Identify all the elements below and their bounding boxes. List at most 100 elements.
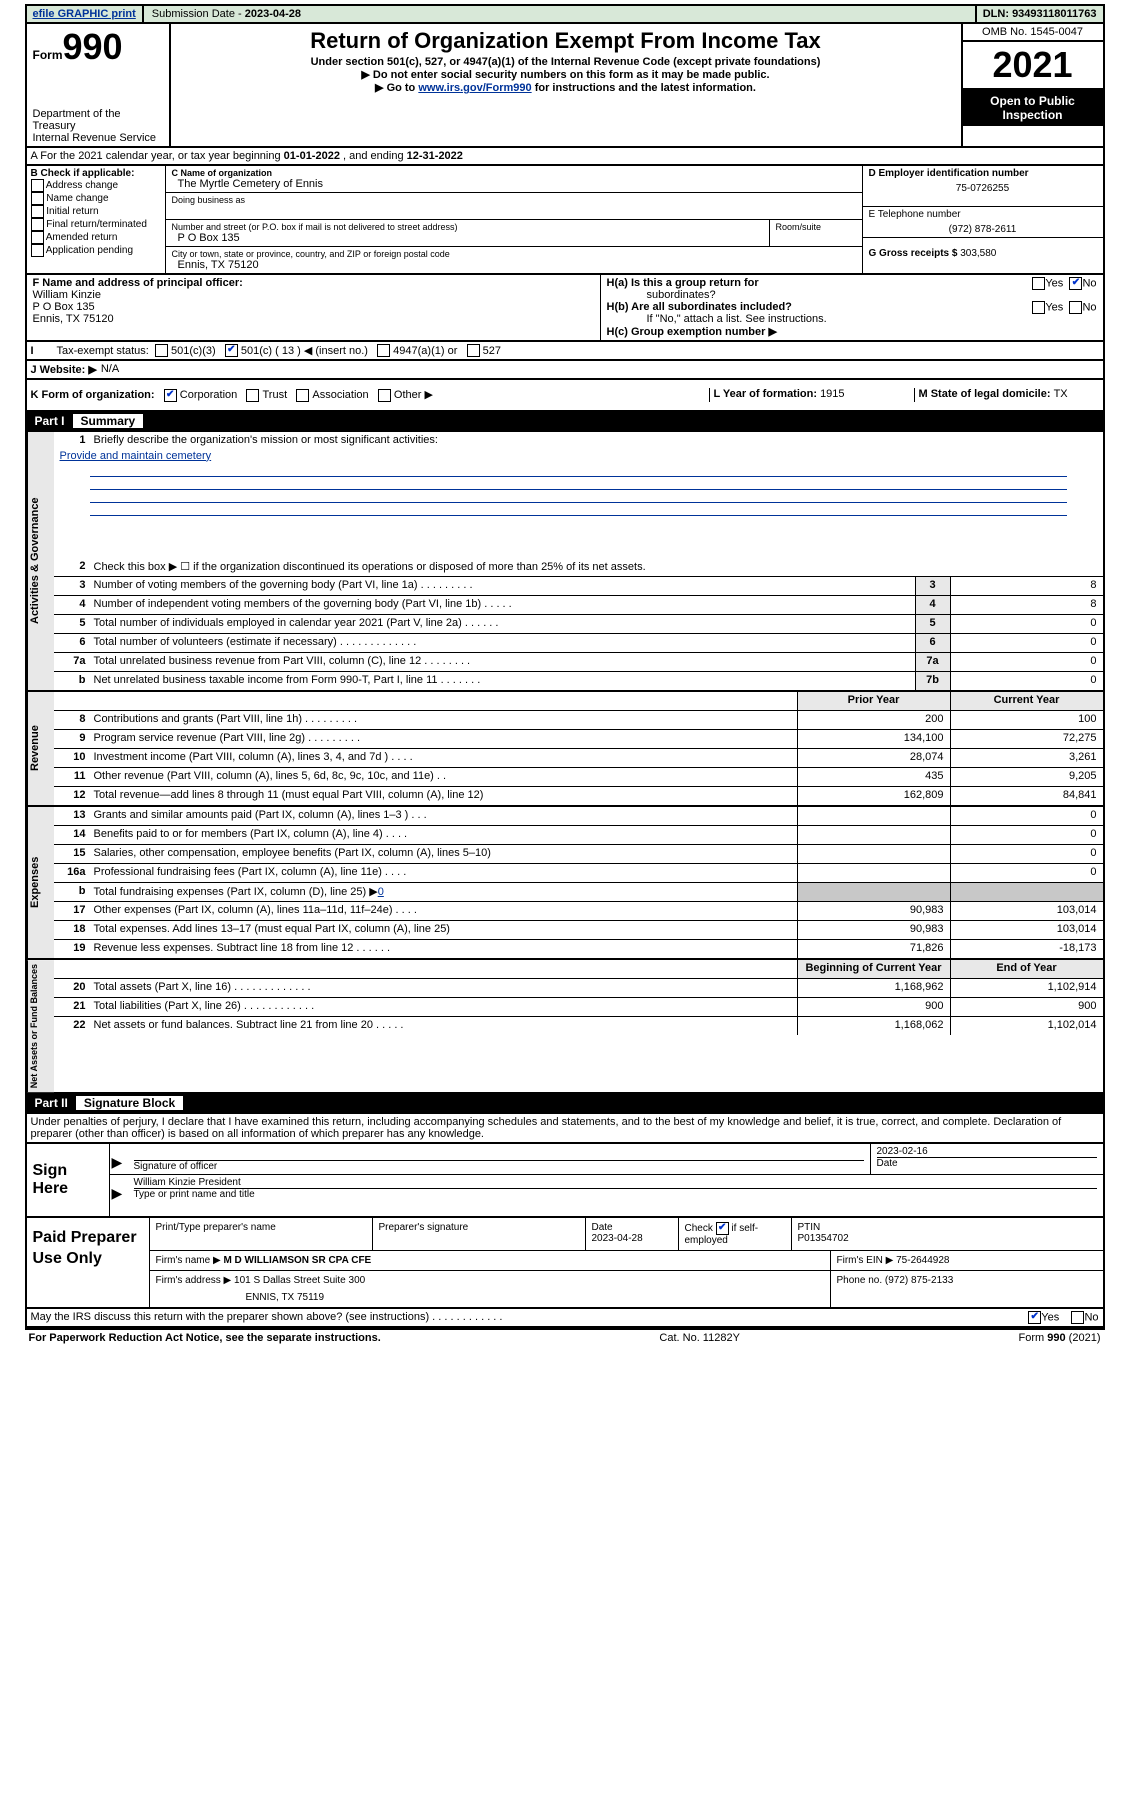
gross-receipts-cell: G Gross receipts $ 303,580 xyxy=(863,238,1103,261)
side-expenses: Expenses xyxy=(27,807,54,958)
l18-current: 103,014 xyxy=(950,921,1103,939)
officer-sig-row: ▶ Signature of officer 2023-02-16 Date xyxy=(110,1144,1103,1175)
mission-link[interactable]: Provide and maintain cemetery xyxy=(60,450,212,462)
public-inspection: Open to Public Inspection xyxy=(963,90,1103,126)
l15-current: 0 xyxy=(950,845,1103,863)
preparer-date: 2023-04-28 xyxy=(592,1233,672,1244)
city-cell: City or town, state or province, country… xyxy=(166,247,862,273)
phone-cell: E Telephone number (972) 878-2611 xyxy=(863,207,1103,238)
col-b-checkboxes: B Check if applicable: Address change Na… xyxy=(27,166,166,273)
irs-link[interactable]: www.irs.gov/Form990 xyxy=(418,82,531,94)
phone: (972) 878-2611 xyxy=(869,220,1097,235)
form-number: Form990 xyxy=(33,26,163,68)
firm-addr2: ENNIS, TX 75119 xyxy=(156,1286,824,1303)
l3-value: 8 xyxy=(950,577,1103,595)
efile-link[interactable]: efile GRAPHIC print xyxy=(33,8,136,20)
firm-name: M D WILLIAMSON SR CPA CFE xyxy=(223,1255,371,1266)
l5-value: 0 xyxy=(950,615,1103,633)
l8-current: 100 xyxy=(950,711,1103,729)
pra-notice: For Paperwork Reduction Act Notice, see … xyxy=(29,1332,381,1344)
omb-number: OMB No. 1545-0047 xyxy=(963,24,1103,42)
chk-amended-return[interactable]: Amended return xyxy=(31,231,161,244)
irs-label: Internal Revenue Service xyxy=(33,132,163,144)
discuss-row: May the IRS discuss this return with the… xyxy=(25,1309,1105,1328)
efile-print-link[interactable]: efile GRAPHIC print xyxy=(27,6,144,22)
chk-app-pending[interactable]: Application pending xyxy=(31,244,161,257)
l22-end: 1,102,014 xyxy=(950,1017,1103,1035)
sign-here-label: Sign Here xyxy=(27,1144,110,1216)
street-cell: Number and street (or P.O. box if mail i… xyxy=(166,220,770,246)
sign-here-block: Sign Here ▶ Signature of officer 2023-02… xyxy=(25,1144,1105,1218)
chk-address-change[interactable]: Address change xyxy=(31,179,161,192)
revenue-section: Revenue Prior Year Current Year 8Contrib… xyxy=(25,692,1105,807)
header-mid: Return of Organization Exempt From Incom… xyxy=(171,24,961,146)
l10-prior: 28,074 xyxy=(797,749,950,767)
org-name: The Myrtle Cemetery of Ennis xyxy=(172,178,856,190)
street-row: Number and street (or P.O. box if mail i… xyxy=(166,220,862,247)
l17-current: 103,014 xyxy=(950,902,1103,920)
firm-address-row: Firm's address ▶ 101 S Dallas Street Sui… xyxy=(150,1271,1103,1307)
top-bar: efile GRAPHIC print Submission Date - 20… xyxy=(25,4,1105,24)
gross-receipts: 303,580 xyxy=(960,248,996,259)
chk-initial-return[interactable]: Initial return xyxy=(31,205,161,218)
l19-prior: 71,826 xyxy=(797,940,950,958)
l12-current: 84,841 xyxy=(950,787,1103,805)
paid-preparer-label: Paid Preparer Use Only xyxy=(27,1218,150,1307)
side-revenue: Revenue xyxy=(27,692,54,805)
dba-cell: Doing business as xyxy=(166,193,862,220)
line-k-form: K Form of organization: ✔ Corporation Tr… xyxy=(25,380,1105,412)
room-cell: Room/suite xyxy=(770,220,862,246)
line-j-website: J Website: ▶ N/A xyxy=(25,361,1105,380)
chk-final-return[interactable]: Final return/terminated xyxy=(31,218,161,231)
officer-group-block: F Name and address of principal officer:… xyxy=(25,275,1105,342)
net-assets-section: Net Assets or Fund Balances Beginning of… xyxy=(25,960,1105,1094)
firm-name-row: Firm's name ▶ M D WILLIAMSON SR CPA CFE … xyxy=(150,1251,1103,1271)
dept-treasury: Department of the Treasury xyxy=(33,108,163,132)
paid-preparer-block: Paid Preparer Use Only Print/Type prepar… xyxy=(25,1218,1105,1309)
arrow-icon: ▶ xyxy=(110,1144,128,1174)
l7b-value: 0 xyxy=(950,672,1103,690)
ein-cell: D Employer identification number 75-0726… xyxy=(863,166,1103,207)
cat-no: Cat. No. 11282Y xyxy=(659,1332,740,1344)
l6-value: 0 xyxy=(950,634,1103,652)
l11-prior: 435 xyxy=(797,768,950,786)
firm-phone: (972) 875-2133 xyxy=(885,1275,953,1286)
instruction-link: ▶ Go to www.irs.gov/Form990 for instruct… xyxy=(175,81,957,94)
l22-begin: 1,168,062 xyxy=(797,1017,950,1035)
firm-ein: 75-2644928 xyxy=(896,1255,949,1266)
l17-prior: 90,983 xyxy=(797,902,950,920)
l12-prior: 162,809 xyxy=(797,787,950,805)
l20-begin: 1,168,962 xyxy=(797,979,950,997)
activities-governance: Activities & Governance 1 Briefly descri… xyxy=(25,432,1105,692)
group-return: H(a) Is this a group return for Yes ✔No … xyxy=(601,275,1103,340)
group-exemption: H(c) Group exemption number ▶ xyxy=(607,325,1097,338)
l21-end: 900 xyxy=(950,998,1103,1016)
submission-date: Submission Date - 2023-04-28 xyxy=(144,6,309,22)
street: P O Box 135 xyxy=(172,232,763,244)
officer-name: William Kinzie xyxy=(33,289,594,301)
l16a-current: 0 xyxy=(950,864,1103,882)
fundraising-expenses-link[interactable]: 0 xyxy=(378,886,384,898)
tax-year: 2021 xyxy=(963,42,1103,90)
principal-officer: F Name and address of principal officer:… xyxy=(27,275,601,340)
ptin: P01354702 xyxy=(798,1233,1097,1244)
officer-name-row: ▶ William Kinzie President Type or print… xyxy=(110,1175,1103,1202)
form-footer: Form 990 (2021) xyxy=(1019,1332,1101,1344)
line-i-status: I Tax-exempt status: 501(c)(3) ✔ 501(c) … xyxy=(25,342,1105,361)
form-header: Form990 Department of the Treasury Inter… xyxy=(25,24,1105,148)
instruction-ssn: ▶ Do not enter social security numbers o… xyxy=(175,68,957,81)
l8-prior: 200 xyxy=(797,711,950,729)
l14-current: 0 xyxy=(950,826,1103,844)
header-left: Form990 Department of the Treasury Inter… xyxy=(27,24,171,146)
l9-current: 72,275 xyxy=(950,730,1103,748)
l19-current: -18,173 xyxy=(950,940,1103,958)
city: Ennis, TX 75120 xyxy=(172,259,856,271)
preparer-name-row: Print/Type preparer's name Preparer's si… xyxy=(150,1218,1103,1251)
sign-date: 2023-02-16 xyxy=(877,1146,1097,1157)
officer-printed-name: William Kinzie President xyxy=(134,1177,1097,1188)
website: N/A xyxy=(101,363,119,376)
chk-name-change[interactable]: Name change xyxy=(31,192,161,205)
header-right: OMB No. 1545-0047 2021 Open to Public In… xyxy=(961,24,1103,146)
l7a-value: 0 xyxy=(950,653,1103,671)
address-block: B Check if applicable: Address change Na… xyxy=(25,166,1105,275)
